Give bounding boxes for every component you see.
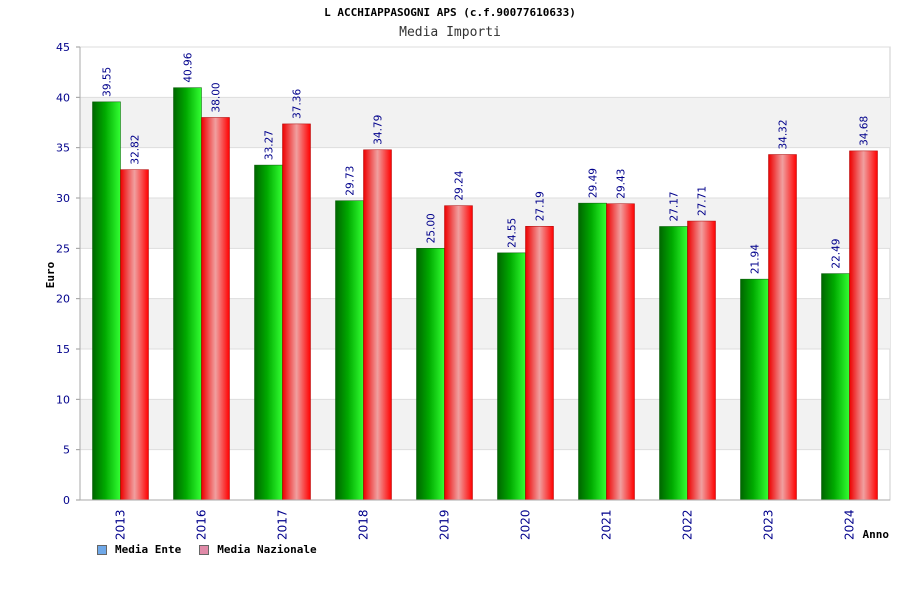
y-tick-label: 45	[56, 41, 70, 54]
x-axis-label: Anno	[863, 528, 890, 541]
legend-swatch-media-ente	[97, 544, 107, 555]
data-label-media-ente-2021: 29.49	[588, 168, 600, 198]
legend-label-media-nazionale: Media Nazionale	[217, 543, 317, 556]
y-axis-label: Euro	[44, 261, 57, 288]
bar-media-nazionale-2022	[687, 220, 716, 501]
data-label-media-nazionale-2023: 34.32	[778, 119, 790, 149]
x-tick-label-2021: 2021	[600, 509, 614, 540]
bar-media-nazionale-2018	[363, 149, 392, 501]
data-label-media-ente-2018: 29.73	[345, 166, 357, 196]
data-label-media-nazionale-2017: 37.36	[292, 89, 304, 119]
y-tick-label: 35	[56, 142, 70, 155]
data-label-media-nazionale-2018: 34.79	[373, 115, 385, 145]
x-tick-label-2016: 2016	[195, 509, 209, 540]
bar-media-nazionale-2024	[849, 150, 878, 501]
bar-media-nazionale-2023	[768, 154, 797, 501]
data-label-media-nazionale-2016: 38.00	[211, 82, 223, 112]
y-tick-label: 40	[56, 91, 70, 104]
legend-item-media-ente: Media Ente	[97, 543, 181, 556]
bar-media-ente-2021	[578, 202, 607, 501]
bar-media-nazionale-2013	[120, 169, 149, 501]
data-label-media-nazionale-2021: 29.43	[616, 169, 628, 199]
data-label-media-ente-2022: 27.17	[669, 191, 681, 221]
bar-media-nazionale-2017	[282, 123, 311, 501]
bar-media-ente-2018	[335, 200, 364, 501]
bar-media-ente-2024	[821, 273, 850, 501]
data-label-media-ente-2019: 25.00	[426, 213, 438, 243]
data-label-media-nazionale-2013: 32.82	[130, 135, 142, 165]
data-label-media-nazionale-2019: 29.24	[454, 170, 466, 200]
data-label-media-nazionale-2022: 27.71	[697, 186, 709, 216]
y-tick-label: 10	[56, 393, 70, 406]
bar-media-ente-2017	[254, 164, 283, 501]
x-tick-label-2017: 2017	[276, 509, 290, 540]
data-label-media-nazionale-2020: 27.19	[535, 191, 547, 221]
data-label-media-ente-2024: 22.49	[831, 239, 843, 269]
x-tick-label-2018: 2018	[357, 509, 371, 540]
data-label-media-ente-2023: 21.94	[750, 244, 762, 274]
data-label-media-ente-2017: 33.27	[264, 130, 276, 160]
legend-item-media-nazionale: Media Nazionale	[199, 543, 317, 556]
data-label-media-nazionale-2024: 34.68	[859, 116, 871, 146]
legend-label-media-ente: Media Ente	[115, 543, 182, 556]
y-tick-label: 20	[56, 293, 70, 306]
bar-media-nazionale-2019	[444, 205, 473, 501]
chart-subtitle: Media Importi	[399, 25, 501, 40]
legend-swatch-media-nazionale	[199, 544, 210, 555]
bar-media-ente-2020	[497, 252, 526, 501]
data-label-media-ente-2013: 39.55	[102, 67, 114, 97]
x-tick-label-2022: 2022	[681, 509, 695, 540]
data-label-media-ente-2016: 40.96	[183, 52, 195, 82]
bar-media-ente-2019	[416, 248, 445, 501]
x-tick-label-2023: 2023	[762, 509, 776, 540]
bar-media-nazionale-2021	[606, 203, 635, 501]
x-tick-label-2019: 2019	[438, 509, 452, 540]
bar-media-ente-2013	[92, 101, 121, 501]
y-tick-label: 25	[56, 242, 70, 255]
bar-media-ente-2022	[659, 226, 688, 501]
y-tick-label: 30	[56, 192, 70, 205]
bar-media-nazionale-2020	[525, 226, 554, 501]
x-tick-label-2013: 2013	[114, 509, 128, 540]
y-tick-label: 5	[63, 444, 70, 457]
bar-media-ente-2023	[740, 278, 769, 501]
y-tick-label: 15	[56, 343, 70, 356]
chart-legend: Media Ente Media Nazionale	[97, 543, 317, 556]
bar-media-nazionale-2016	[201, 117, 230, 501]
chart-title: L ACCHIAPPASOGNI APS (c.f.90077610633)	[324, 6, 576, 19]
x-tick-label-2020: 2020	[519, 509, 533, 540]
data-label-media-ente-2020: 24.55	[507, 218, 519, 248]
bar-media-ente-2016	[173, 87, 202, 501]
y-tick-label: 0	[63, 494, 70, 507]
x-tick-label-2024: 2024	[843, 509, 857, 540]
